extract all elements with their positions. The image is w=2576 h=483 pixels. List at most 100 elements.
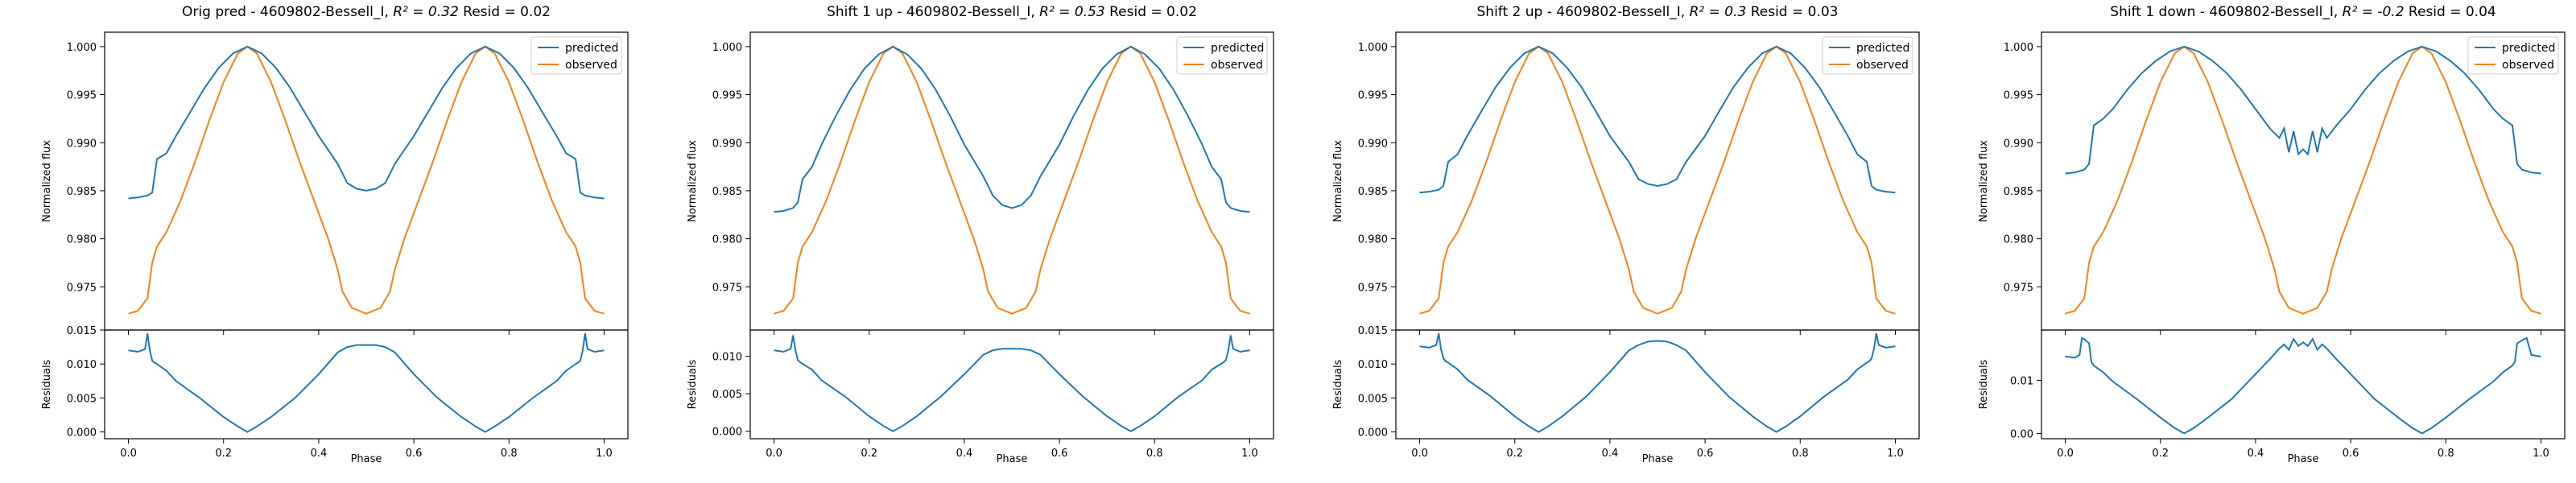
- y-tick-label-bottom: 0.010: [1358, 359, 1388, 371]
- x-tick-label: 1.0: [596, 448, 613, 460]
- y-tick-label-bottom: 0.005: [1358, 393, 1388, 405]
- series-line-predicted: [2065, 45, 2541, 175]
- legend-label-predicted: predicted: [1211, 42, 1264, 55]
- y-tick-label-bottom: 0.010: [67, 359, 97, 371]
- chart-title: Shift 1 up - 4609802-Bessell_I, R² = 0.5…: [827, 4, 1197, 20]
- y-tick-label-top: 0.975: [1358, 282, 1388, 294]
- x-tick-label: 0.8: [1792, 448, 1809, 460]
- y-tick-label-bottom: 0.005: [712, 389, 742, 401]
- series-line-observed: [2065, 45, 2541, 315]
- y-tick-label-bottom: 0.015: [1358, 325, 1388, 337]
- x-tick-label: 0.6: [2343, 448, 2359, 460]
- y-axis-label-top: Normalized flux: [687, 140, 699, 222]
- x-tick-label: 1.0: [1241, 448, 1258, 460]
- bottom-axes-frame: [104, 329, 629, 440]
- title-resid: Resid = 0.02: [459, 4, 551, 20]
- y-tick-label-top: 0.980: [2004, 234, 2033, 246]
- bottom-axes-frame: [749, 329, 1274, 440]
- legend-label-predicted: predicted: [2502, 42, 2555, 55]
- legend-label-predicted: predicted: [565, 42, 618, 55]
- y-tick-label-top: 1.000: [712, 42, 742, 54]
- y-tick-label-bottom: 0.010: [712, 352, 742, 364]
- series-line-residuals: [128, 333, 605, 433]
- title-resid: Resid = 0.04: [2405, 4, 2496, 20]
- legend-label-observed: observed: [1211, 59, 1263, 72]
- x-axis-label: Phase: [2288, 453, 2319, 465]
- title-main: Shift 1 down - 4609802-Bessell_I,: [2110, 4, 2342, 20]
- y-tick-label-bottom: 0.000: [67, 427, 97, 440]
- x-tick-label: 0.2: [1506, 448, 1523, 460]
- top-axes-frame: [1395, 31, 1920, 331]
- series-line-residuals: [2065, 336, 2541, 435]
- legend-label-observed: observed: [565, 59, 617, 72]
- y-tick-label-bottom: 0.000: [1358, 427, 1388, 440]
- y-tick-label-top: 0.975: [2004, 282, 2033, 294]
- chart-title: Shift 2 up - 4609802-Bessell_I, R² = 0.3…: [1477, 4, 1839, 20]
- legend-label-observed: observed: [2502, 59, 2554, 72]
- y-tick-label-top: 0.980: [712, 234, 742, 246]
- x-tick-label: 0.2: [2152, 448, 2169, 460]
- y-tick-label-top: 0.980: [1358, 234, 1388, 246]
- y-tick-label-top: 0.995: [1358, 90, 1388, 102]
- y-tick-label-top: 0.980: [67, 234, 97, 246]
- x-tick-label: 0.0: [120, 448, 137, 460]
- y-tick-label-top: 0.990: [2004, 138, 2033, 150]
- chart-panel-4: Shift 1 down - 4609802-Bessell_I, R² = -…: [1978, 4, 2566, 465]
- x-tick-label: 0.2: [215, 448, 232, 460]
- series-line-predicted: [774, 45, 1250, 213]
- y-axis-label-bottom: Residuals: [1978, 359, 1990, 409]
- top-axes-frame: [749, 31, 1274, 331]
- chart-panel-1: Orig pred - 4609802-Bessell_I, R² = 0.32…: [41, 4, 629, 465]
- y-tick-label-top: 0.995: [2004, 90, 2033, 102]
- title-main: Orig pred - 4609802-Bessell_I,: [182, 4, 393, 20]
- legend-label-predicted: predicted: [1856, 42, 1909, 55]
- y-tick-label-bottom: 0.005: [67, 393, 97, 405]
- y-tick-label-top: 0.985: [1358, 186, 1388, 198]
- x-tick-label: 0.4: [1602, 448, 1619, 460]
- y-tick-label-bottom: 0.01: [2010, 376, 2033, 388]
- y-tick-label-top: 0.975: [712, 282, 742, 294]
- title-main: Shift 1 up - 4609802-Bessell_I,: [827, 4, 1039, 20]
- y-axis-label-bottom: Residuals: [687, 359, 699, 409]
- title-main: Shift 2 up - 4609802-Bessell_I,: [1477, 4, 1690, 20]
- y-tick-label-top: 0.990: [1358, 138, 1388, 150]
- title-resid: Resid = 0.02: [1105, 4, 1197, 20]
- x-tick-label: 0.6: [1697, 448, 1714, 460]
- chart-title: Shift 1 down - 4609802-Bessell_I, R² = -…: [2110, 4, 2496, 20]
- series-line-residuals: [774, 335, 1250, 432]
- x-tick-label: 0.0: [1411, 448, 1428, 460]
- series-line-predicted: [128, 45, 605, 200]
- series-line-observed: [128, 45, 605, 315]
- x-axis-label: Phase: [997, 453, 1028, 465]
- legend-label-observed: observed: [1856, 59, 1909, 72]
- x-tick-label: 0.8: [501, 448, 518, 460]
- x-tick-label: 0.4: [311, 448, 328, 460]
- x-tick-label: 0.6: [406, 448, 423, 460]
- y-axis-label-bottom: Residuals: [1332, 359, 1344, 409]
- x-tick-label: 0.8: [1146, 448, 1163, 460]
- y-tick-label-top: 0.985: [2004, 186, 2033, 198]
- bottom-axes-frame: [1395, 329, 1920, 440]
- title-r2: R² = 0.3: [1690, 4, 1747, 20]
- x-tick-label: 0.8: [2438, 448, 2454, 460]
- bottom-axes-frame: [2041, 329, 2566, 440]
- x-axis-label: Phase: [351, 453, 382, 465]
- y-tick-label-top: 0.975: [67, 282, 97, 294]
- y-axis-label-top: Normalized flux: [1332, 140, 1344, 222]
- series-line-observed: [774, 45, 1250, 315]
- y-tick-label-bottom: 0.00: [2010, 428, 2033, 440]
- title-resid: Resid = 0.03: [1746, 4, 1838, 20]
- y-axis-label-top: Normalized flux: [41, 140, 53, 222]
- x-tick-label: 0.2: [861, 448, 877, 460]
- chart-panel-2: Shift 1 up - 4609802-Bessell_I, R² = 0.5…: [687, 4, 1274, 465]
- title-r2: R² = 0.53: [1039, 4, 1105, 20]
- y-tick-label-bottom: 0.015: [67, 325, 97, 337]
- chart-panel-3: Shift 2 up - 4609802-Bessell_I, R² = 0.3…: [1332, 4, 1920, 465]
- y-tick-label-top: 0.985: [712, 186, 742, 198]
- series-line-predicted: [1419, 45, 1896, 194]
- x-tick-label: 0.0: [766, 448, 782, 460]
- y-tick-label-top: 1.000: [2004, 42, 2033, 54]
- x-axis-label: Phase: [1642, 453, 1674, 465]
- chart-title: Orig pred - 4609802-Bessell_I, R² = 0.32…: [182, 4, 551, 20]
